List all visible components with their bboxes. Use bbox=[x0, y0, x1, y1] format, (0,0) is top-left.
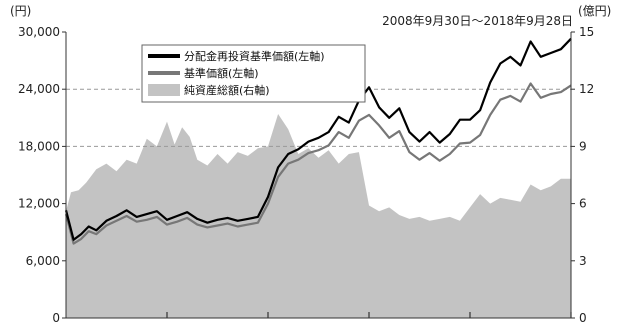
series-reinvested-nav-line bbox=[64, 37, 572, 241]
left-tick-label: 6,000 bbox=[26, 254, 60, 268]
line-layer bbox=[64, 37, 572, 245]
right-tick-label: 0 bbox=[579, 311, 587, 325]
left-axis-unit: (円) bbox=[10, 4, 31, 18]
series-nav-line bbox=[64, 82, 572, 245]
series-net-assets-area bbox=[66, 114, 571, 318]
right-tick-label: 6 bbox=[579, 197, 587, 211]
axis-layer: 0 6,000 12,000 18,000 24,000 30,000 0 3 6 9 12 15 bbox=[18, 25, 594, 325]
legend-swatch-net-assets bbox=[148, 84, 180, 96]
legend-label-nav: 基準価額(左軸) bbox=[184, 66, 259, 80]
right-tick-label: 15 bbox=[579, 25, 594, 39]
right-tick-label: 9 bbox=[579, 139, 587, 153]
left-tick-label: 18,000 bbox=[18, 139, 60, 153]
right-axis-unit: (億円) bbox=[578, 4, 611, 18]
legend-label-net-assets: 純資産総額(右軸) bbox=[184, 83, 270, 97]
area-layer bbox=[66, 114, 571, 318]
legend: 分配金再投資基準価額(左軸) 基準価額(左軸) 純資産総額(右軸) bbox=[141, 44, 366, 103]
left-tick-label: 30,000 bbox=[18, 25, 60, 39]
left-tick-label: 0 bbox=[52, 311, 60, 325]
left-tick-label: 24,000 bbox=[18, 82, 60, 96]
right-tick-label: 12 bbox=[579, 82, 594, 96]
period-label: 2008年9月30日～2018年9月28日 bbox=[382, 14, 573, 28]
legend-label-reinvested-nav: 分配金再投資基準価額(左軸) bbox=[184, 49, 325, 63]
left-tick-label: 12,000 bbox=[18, 197, 60, 211]
right-tick-label: 3 bbox=[579, 254, 587, 268]
